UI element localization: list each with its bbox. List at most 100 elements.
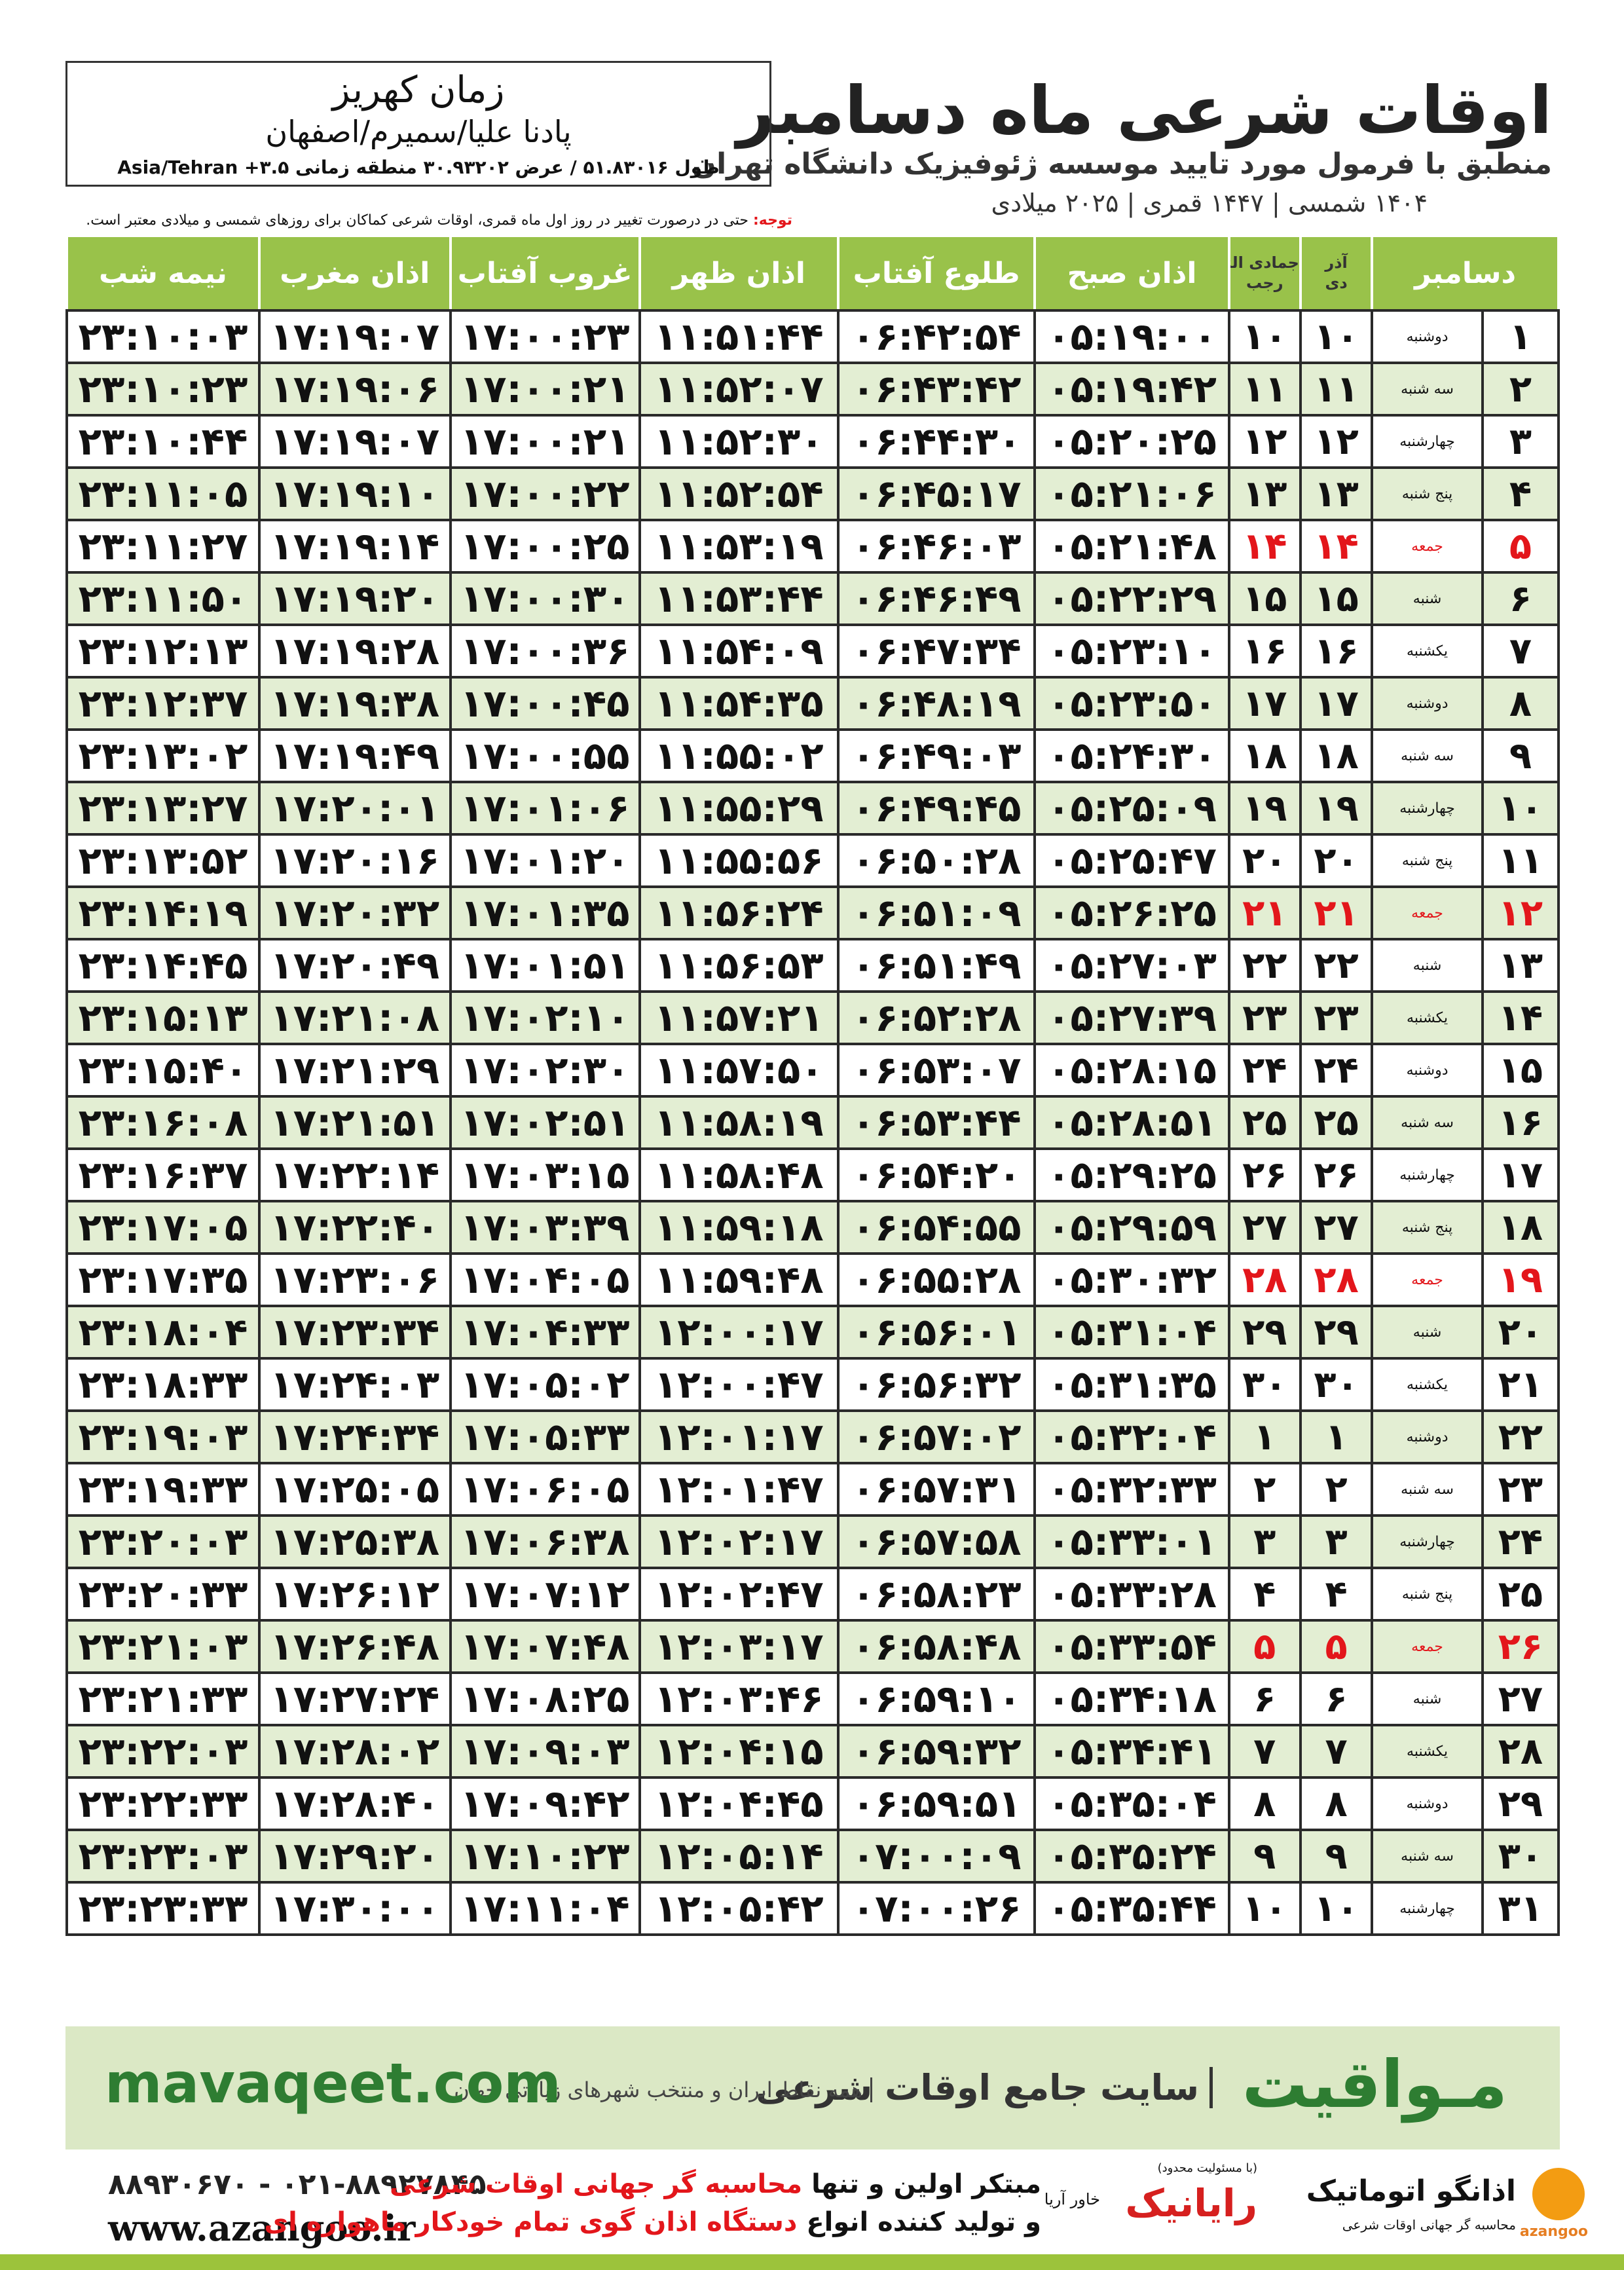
table-cell: ۱۱:۵۵:۲۹ <box>638 781 840 836</box>
table-cell: ۱۷:۱۹:۱۰ <box>257 466 452 521</box>
table-cell: چهارشنبه <box>1371 1514 1484 1569</box>
table-cell: ۲۳:۲۱:۰۳ <box>65 1619 261 1674</box>
table-cell: ۲۶ <box>1299 1147 1374 1202</box>
note-label: توجه: <box>752 212 792 229</box>
table-cell: ۲۷ <box>1299 1200 1374 1255</box>
location-coords: طول ۵۱.۸۳۰۱۶ / عرض ۳۰.۹۳۲۰۲ منطقه زمانی … <box>117 157 720 178</box>
table-cell: ۲۹ <box>1481 1776 1560 1831</box>
table-cell: ۰۵:۲۲:۲۹ <box>1033 571 1230 626</box>
table-cell: دوشنبه <box>1371 1776 1484 1831</box>
table-cell: ۱۷:۱۹:۴۹ <box>257 728 452 783</box>
table-cell: ۱۲:۰۱:۴۷ <box>638 1462 840 1517</box>
header-time: طلوع آفتاب <box>836 234 1037 312</box>
table-cell: ۲۷ <box>1227 1200 1302 1255</box>
table-cell: ۲۰ <box>1227 833 1302 888</box>
logo2-icon <box>1532 2168 1585 2220</box>
years: ۱۴۰۴ شمسی | ۱۴۴۷ قمری | ۲۰۲۵ میلادی <box>991 189 1428 217</box>
footer-line1: مبتکر اولین و تنها محاسبه گر جهانی اوقات… <box>390 2169 1041 2199</box>
table-cell: ۱۷:۰۴:۳۳ <box>449 1305 641 1360</box>
table-cell: ۱۷:۰۹:۴۲ <box>449 1776 641 1831</box>
table-cell: ۰۶:۵۴:۲۰ <box>836 1147 1037 1202</box>
table-cell: ۱۵ <box>1227 571 1302 626</box>
note: توجه: حتی در درصورت تغییر در روز اول ماه… <box>65 212 792 229</box>
table-cell: ۲۳:۱۵:۱۳ <box>65 990 261 1045</box>
location-name: زمان کهریز <box>332 69 505 111</box>
header-month: دسامبر <box>1371 234 1560 312</box>
table-cell: ۱۷:۲۵:۳۸ <box>257 1514 452 1569</box>
table-cell: ۱۷:۱۹:۰۷ <box>257 414 452 469</box>
table-cell: شنبه <box>1371 1671 1484 1726</box>
table-cell: ۱۱:۵۸:۴۸ <box>638 1147 840 1202</box>
table-cell: چهارشنبه <box>1371 781 1484 836</box>
table-cell: ۱۷:۱۹:۰۶ <box>257 362 452 417</box>
table-cell: ۰۶:۵۵:۲۸ <box>836 1252 1037 1307</box>
table-row: ۱۱ پنج شنبه ۲۰ ۲۰ ۰۵:۲۵:۴۷ ۰۶:۵۰:۲۸ ۱۱:۵۵:۵۶ ۱۷… <box>65 833 1560 888</box>
header-persian-bottom: دی <box>1325 274 1348 292</box>
table-cell: ۱۳ <box>1299 466 1374 521</box>
table-cell: ۱۱:۵۴:۰۹ <box>638 623 840 679</box>
table-cell: ۰۵:۲۱:۴۸ <box>1033 519 1230 574</box>
table-cell: ۲۳ <box>1481 1462 1560 1517</box>
table-cell: ۱۷:۰۳:۳۹ <box>449 1200 641 1255</box>
table-cell: ۱۲:۰۰:۱۷ <box>638 1305 840 1360</box>
table-cell: ۲۷ <box>1481 1671 1560 1726</box>
table-cell: ۱۱:۵۲:۳۰ <box>638 414 840 469</box>
table-cell: ۰۶:۵۸:۴۸ <box>836 1619 1037 1674</box>
table-cell: ۰۶:۵۲:۲۸ <box>836 990 1037 1045</box>
table-cell: ۲۶ <box>1227 1147 1302 1202</box>
location-box: زمان کهریز پادنا علیا/سمیرم/اصفهان طول ۵… <box>65 61 771 187</box>
header-hijri-month: جمادی الثانی رجب <box>1227 234 1302 312</box>
table-cell: ۱۷:۱۹:۳۸ <box>257 676 452 731</box>
logo1-name: رایانیک <box>1125 2181 1257 2225</box>
table-cell: ۱۷:۲۰:۱۶ <box>257 833 452 888</box>
table-cell: ۴ <box>1299 1567 1374 1622</box>
table-cell: ۰۶:۵۶:۰۱ <box>836 1305 1037 1360</box>
table-cell: ۳ <box>1227 1514 1302 1569</box>
table-cell: ۲۹ <box>1227 1305 1302 1360</box>
table-cell: ۰۵:۲۹:۲۵ <box>1033 1147 1230 1202</box>
header-persian-month: آذر دی <box>1299 234 1374 312</box>
table-cell: ۱۹ <box>1299 781 1374 836</box>
url: www.azangoo.ir <box>108 2207 416 2249</box>
table-cell: ۱۷:۲۳:۳۴ <box>257 1305 452 1360</box>
table-cell: ۱۴ <box>1227 519 1302 574</box>
table-cell: ۰۶:۴۵:۱۷ <box>836 466 1037 521</box>
table-cell: ۱۸ <box>1227 728 1302 783</box>
table-cell: ۱۷ <box>1299 676 1374 731</box>
table-cell: ۱۷:۰۲:۵۱ <box>449 1095 641 1150</box>
table-cell: ۲۳:۱۷:۰۵ <box>65 1200 261 1255</box>
table-cell: ۱۷:۰۰:۳۰ <box>449 571 641 626</box>
table-cell: ۴ <box>1481 466 1560 521</box>
table-row: ۲۵ پنج شنبه ۴ ۴ ۰۵:۳۳:۲۸ ۰۶:۵۸:۲۳ ۱۲:۰۲:۴۷ ۱۷:۰… <box>65 1567 1560 1622</box>
table-row: ۲ سه شنبه ۱۱ ۱۱ ۰۵:۱۹:۴۲ ۰۶:۴۳:۴۲ ۱۱:۵۲:۰۷ ۱۷:۰… <box>65 362 1560 417</box>
table-cell: ۵ <box>1227 1619 1302 1674</box>
table-cell: ۲۵ <box>1299 1095 1374 1150</box>
phone: ۰۲۱-۸۸۹۲۷۸۴۵ - ۸۸۹۳۰۶۷۰ <box>108 2168 487 2201</box>
table-cell: ۲۸ <box>1227 1252 1302 1307</box>
table-cell: ۰۶:۴۹:۰۳ <box>836 728 1037 783</box>
table-cell: ۲۳:۱۳:۲۷ <box>65 781 261 836</box>
table-cell: جمعه <box>1371 885 1484 940</box>
table-cell: شنبه <box>1371 1305 1484 1360</box>
table-cell: ۲۳ <box>1299 990 1374 1045</box>
table-row: ۳۰ سه شنبه ۹ ۹ ۰۵:۳۵:۲۴ ۰۷:۰۰:۰۹ ۱۲:۰۵:۱۴ ۱۷:۱۰… <box>65 1829 1560 1884</box>
table-cell: ۹ <box>1227 1829 1302 1884</box>
table-cell: ۱۱:۵۳:۱۹ <box>638 519 840 574</box>
table-cell: ۱۷:۲۱:۲۹ <box>257 1043 452 1098</box>
table-cell: ۱۲:۰۰:۴۷ <box>638 1357 840 1412</box>
table-cell: ۰۶:۵۰:۲۸ <box>836 833 1037 888</box>
table-cell: ۱۵ <box>1299 571 1374 626</box>
table-cell: ۱۷:۰۲:۱۰ <box>449 990 641 1045</box>
table-cell: ۰۶:۵۷:۰۲ <box>836 1409 1037 1464</box>
table-cell: ۰۵:۲۹:۵۹ <box>1033 1200 1230 1255</box>
table-cell: جمعه <box>1371 1252 1484 1307</box>
table-cell: ۲۳:۱۹:۰۳ <box>65 1409 261 1464</box>
table-cell: دوشنبه <box>1371 309 1484 364</box>
table-cell: ۱۷:۰۰:۲۵ <box>449 519 641 574</box>
table-cell: ۱۷:۱۹:۲۰ <box>257 571 452 626</box>
table-cell: ۱۰ <box>1299 1881 1374 1936</box>
table-cell: ۱۱:۵۵:۰۲ <box>638 728 840 783</box>
brand: مـواقیت <box>1242 2046 1507 2123</box>
table-cell: ۱۱:۵۶:۲۴ <box>638 885 840 940</box>
note-text: حتی در درصورت تغییر در روز اول ماه قمری،… <box>86 212 748 229</box>
